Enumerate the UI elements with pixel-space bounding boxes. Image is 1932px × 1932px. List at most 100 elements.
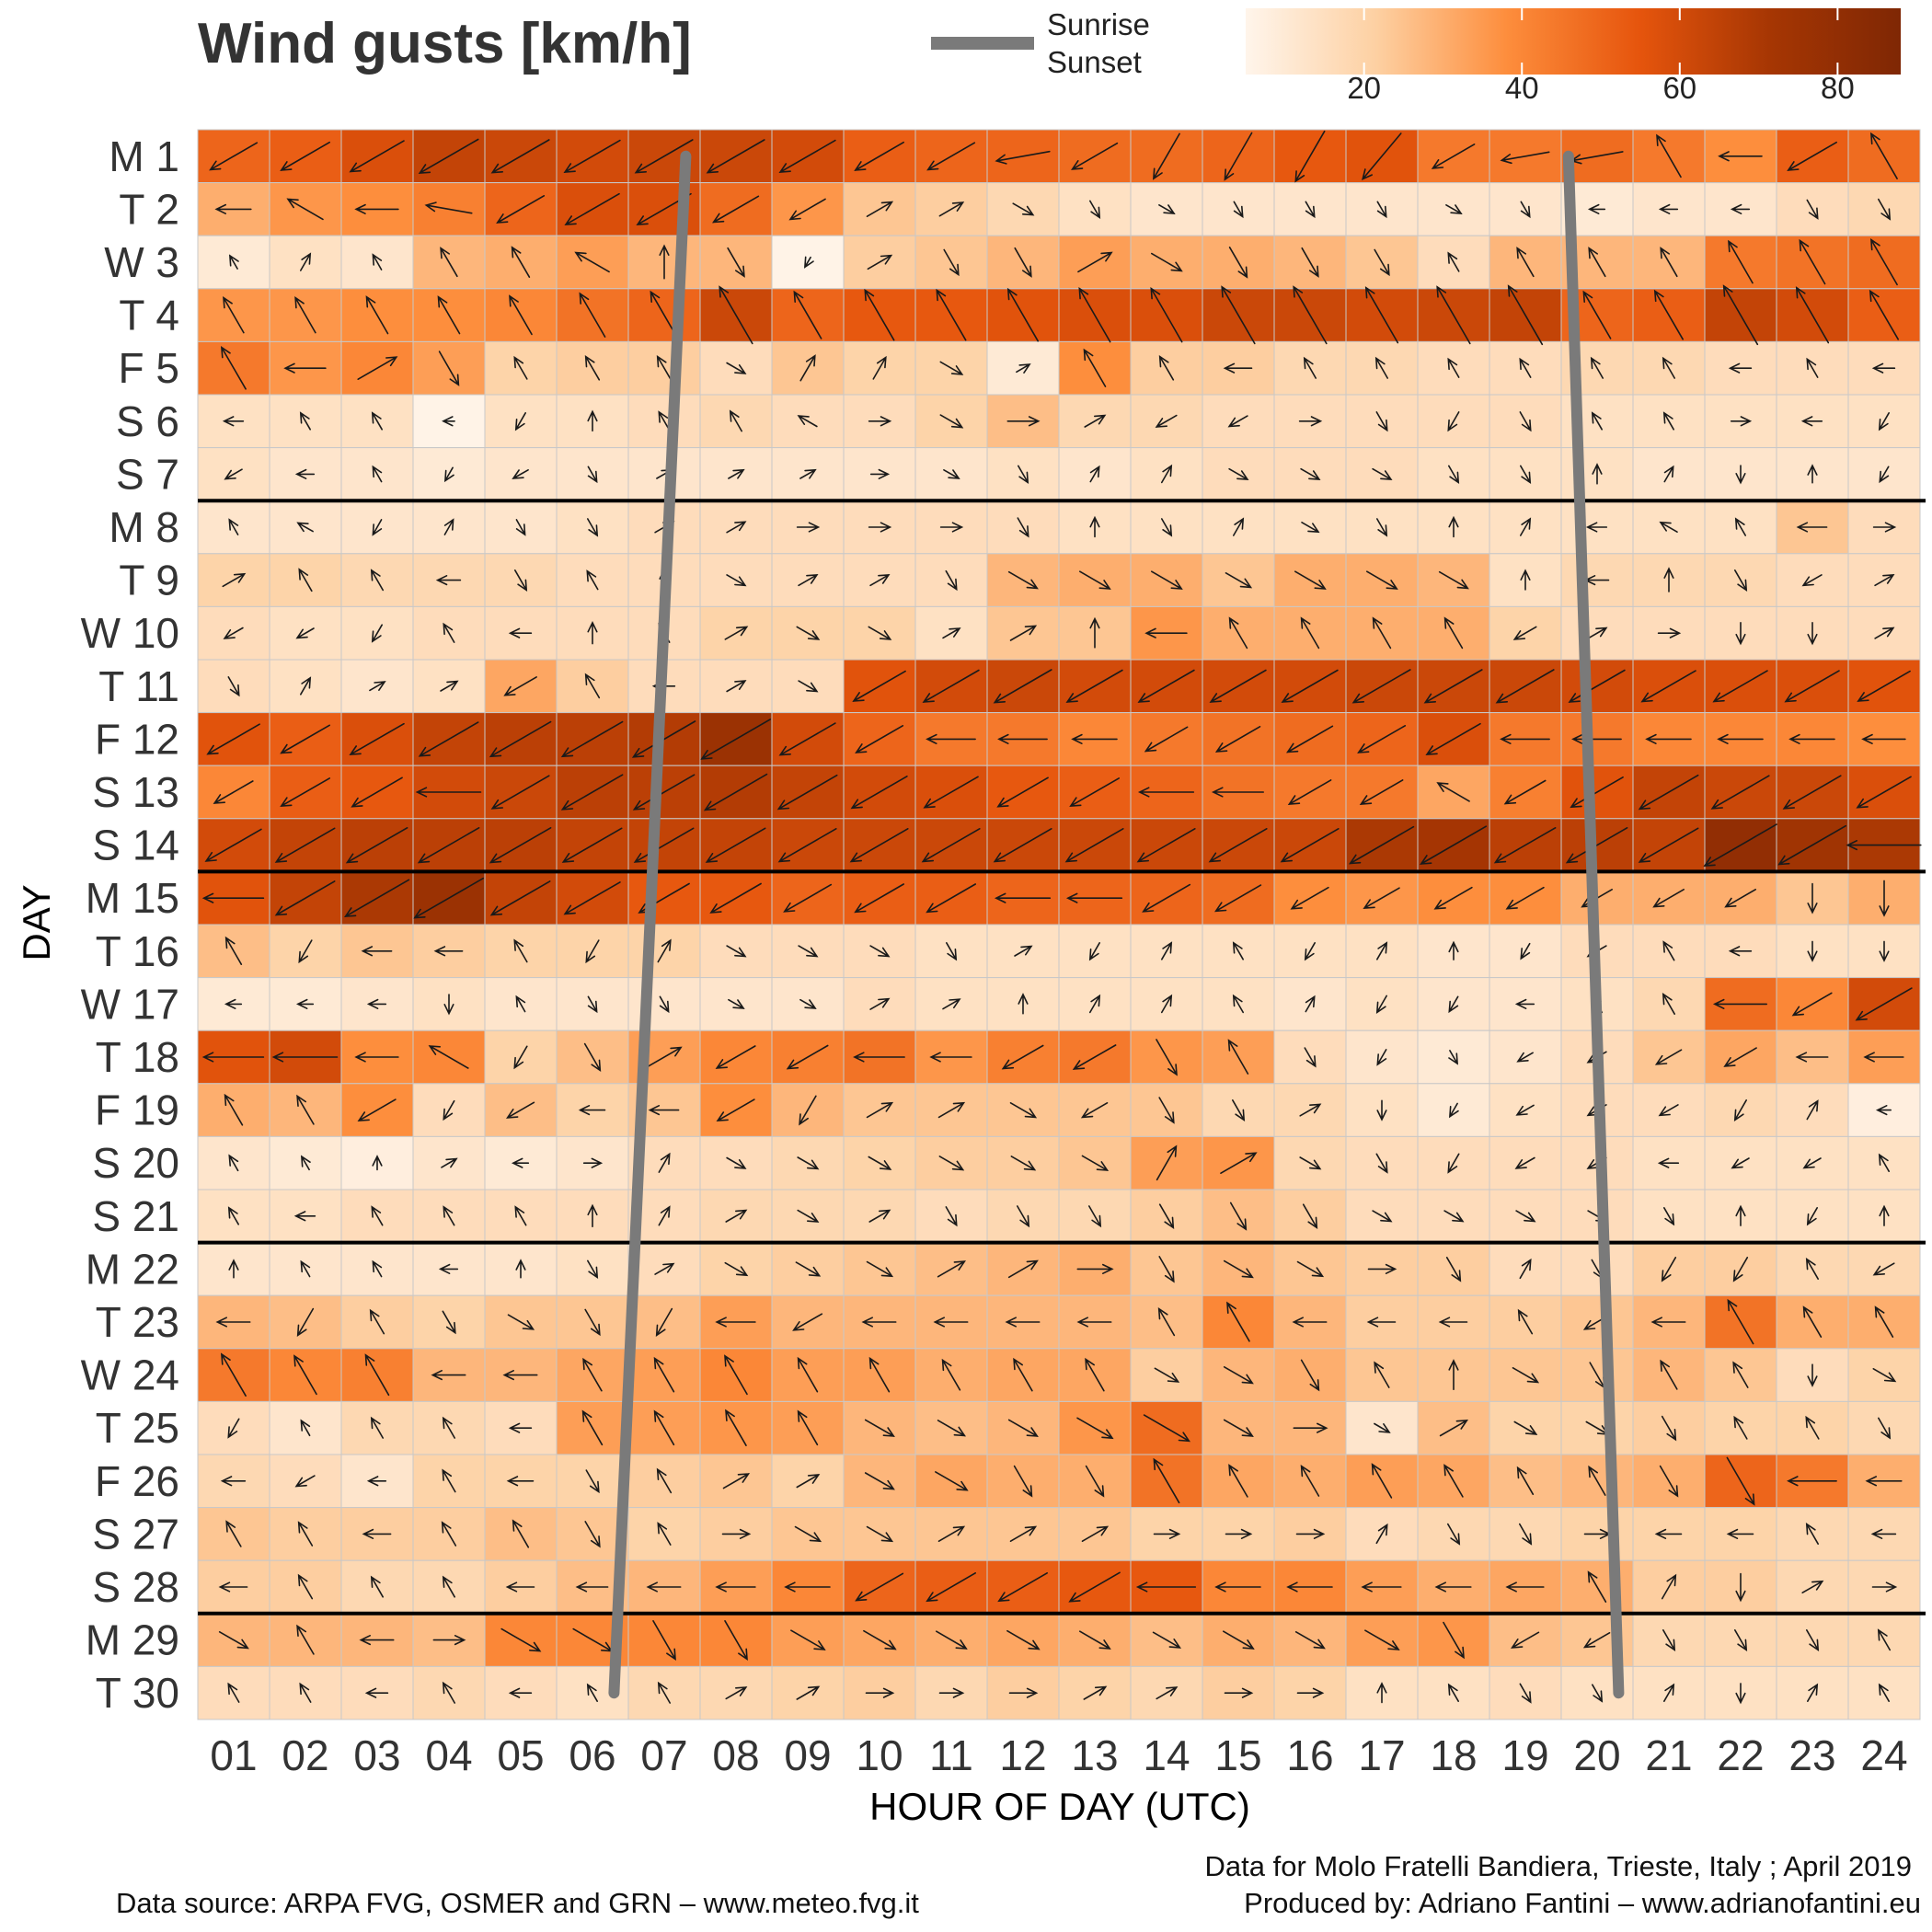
wind-arrow — [1515, 1104, 1535, 1116]
day-label: T 9 — [119, 557, 179, 604]
wind-arrow — [1068, 1571, 1121, 1603]
wind-arrow — [293, 1354, 317, 1396]
wind-arrow — [296, 1624, 315, 1655]
wind-arrow — [441, 1157, 458, 1168]
wind-arrow — [922, 669, 980, 703]
wind-arrow — [370, 569, 384, 592]
wind-arrow — [563, 881, 621, 915]
wind-arrow — [1570, 776, 1624, 809]
wind-arrow — [647, 1046, 683, 1068]
wind-arrow — [435, 575, 462, 586]
wind-arrow — [1012, 202, 1035, 216]
wind-arrow — [1135, 1581, 1197, 1593]
wind-arrow — [864, 288, 895, 341]
wind-arrow — [1517, 1308, 1534, 1335]
wind-arrow — [1372, 1210, 1393, 1223]
wind-arrow — [855, 725, 904, 753]
wind-arrow — [442, 1468, 456, 1493]
wind-arrow — [1726, 1456, 1755, 1506]
heatmap-cell — [269, 977, 342, 1031]
heatmap-cell — [986, 235, 1060, 290]
wind-arrow — [724, 626, 749, 640]
wind-arrow — [715, 1045, 756, 1069]
wind-arrow — [508, 627, 533, 638]
wind-arrow — [514, 412, 526, 431]
wind-arrow — [1161, 941, 1173, 960]
wind-arrow — [1362, 132, 1402, 181]
wind-arrow — [1500, 733, 1550, 744]
wind-arrow — [1296, 1260, 1325, 1278]
wind-arrow — [657, 938, 672, 963]
wind-arrow — [1376, 941, 1388, 960]
wind-arrow — [1007, 1419, 1039, 1437]
wind-arrow — [296, 1307, 315, 1337]
wind-arrow — [790, 1629, 826, 1650]
wind-arrow — [371, 624, 383, 643]
wind-arrow — [366, 998, 387, 1009]
wind-arrow — [515, 1259, 526, 1279]
wind-arrow — [868, 1356, 891, 1393]
wind-arrow — [1877, 1628, 1891, 1651]
hour-label: 19 — [1501, 1731, 1548, 1779]
wind-arrow — [1795, 1052, 1829, 1063]
wind-arrow — [515, 519, 526, 536]
heatmap-cell — [1847, 1559, 1921, 1615]
wind-arrow — [784, 1581, 831, 1593]
wind-arrow — [514, 569, 528, 592]
wind-arrow — [1443, 1210, 1465, 1223]
wind-arrow — [1733, 1099, 1747, 1121]
wind-arrow — [715, 1581, 756, 1593]
wind-arrow — [351, 776, 403, 808]
wind-arrow — [657, 1522, 672, 1546]
wind-arrow — [1514, 1156, 1535, 1169]
wind-arrow — [1305, 995, 1316, 1013]
wind-arrow — [1638, 774, 1699, 811]
wind-arrow — [1732, 1361, 1749, 1388]
wind-arrow — [1718, 151, 1763, 162]
wind-arrow — [1374, 248, 1390, 277]
wind-arrow — [1374, 1361, 1390, 1388]
wind-arrow — [587, 1259, 599, 1279]
wind-arrow — [512, 469, 529, 479]
wind-arrow — [796, 522, 821, 533]
wind-arrow — [295, 998, 315, 1009]
wind-arrow — [502, 1370, 538, 1381]
wind-arrow — [1519, 1258, 1532, 1280]
wind-arrow — [1433, 886, 1473, 910]
wind-arrow — [280, 141, 330, 171]
wind-arrow — [1431, 144, 1476, 169]
wind-arrow — [1300, 467, 1321, 481]
wind-arrow — [587, 620, 598, 645]
wind-arrow — [1447, 1683, 1459, 1702]
wind-arrow — [1791, 992, 1833, 1017]
wind-arrow — [865, 1687, 895, 1698]
wind-arrow — [1514, 998, 1535, 1009]
wind-arrow — [995, 150, 1051, 165]
wind-arrow — [994, 892, 1052, 903]
wind-arrow — [1654, 1528, 1683, 1539]
wind-arrow — [1065, 669, 1123, 703]
wind-arrow — [369, 681, 386, 692]
wind-arrow — [1158, 1203, 1175, 1229]
wind-arrow — [854, 883, 904, 914]
wind-arrow — [1017, 517, 1029, 538]
wind-arrow — [725, 1686, 748, 1700]
wind-arrow — [1208, 828, 1268, 863]
wind-arrow — [1807, 882, 1818, 914]
wind-arrow — [1807, 1683, 1819, 1702]
wind-arrow — [415, 787, 482, 798]
wind-arrow — [428, 1045, 469, 1069]
wind-arrow — [297, 1573, 314, 1600]
wind-arrow — [1863, 1052, 1904, 1063]
wind-arrow — [1281, 669, 1339, 703]
wind-arrow — [1571, 733, 1622, 744]
wind-arrow — [799, 1095, 817, 1126]
hour-label: 13 — [1071, 1731, 1118, 1779]
wind-arrow — [725, 1409, 747, 1446]
wind-arrow — [1879, 466, 1890, 484]
hour-label: 04 — [425, 1731, 472, 1779]
wind-arrow — [300, 676, 312, 696]
wind-arrow — [1089, 616, 1100, 649]
wind-arrow — [575, 1581, 609, 1593]
